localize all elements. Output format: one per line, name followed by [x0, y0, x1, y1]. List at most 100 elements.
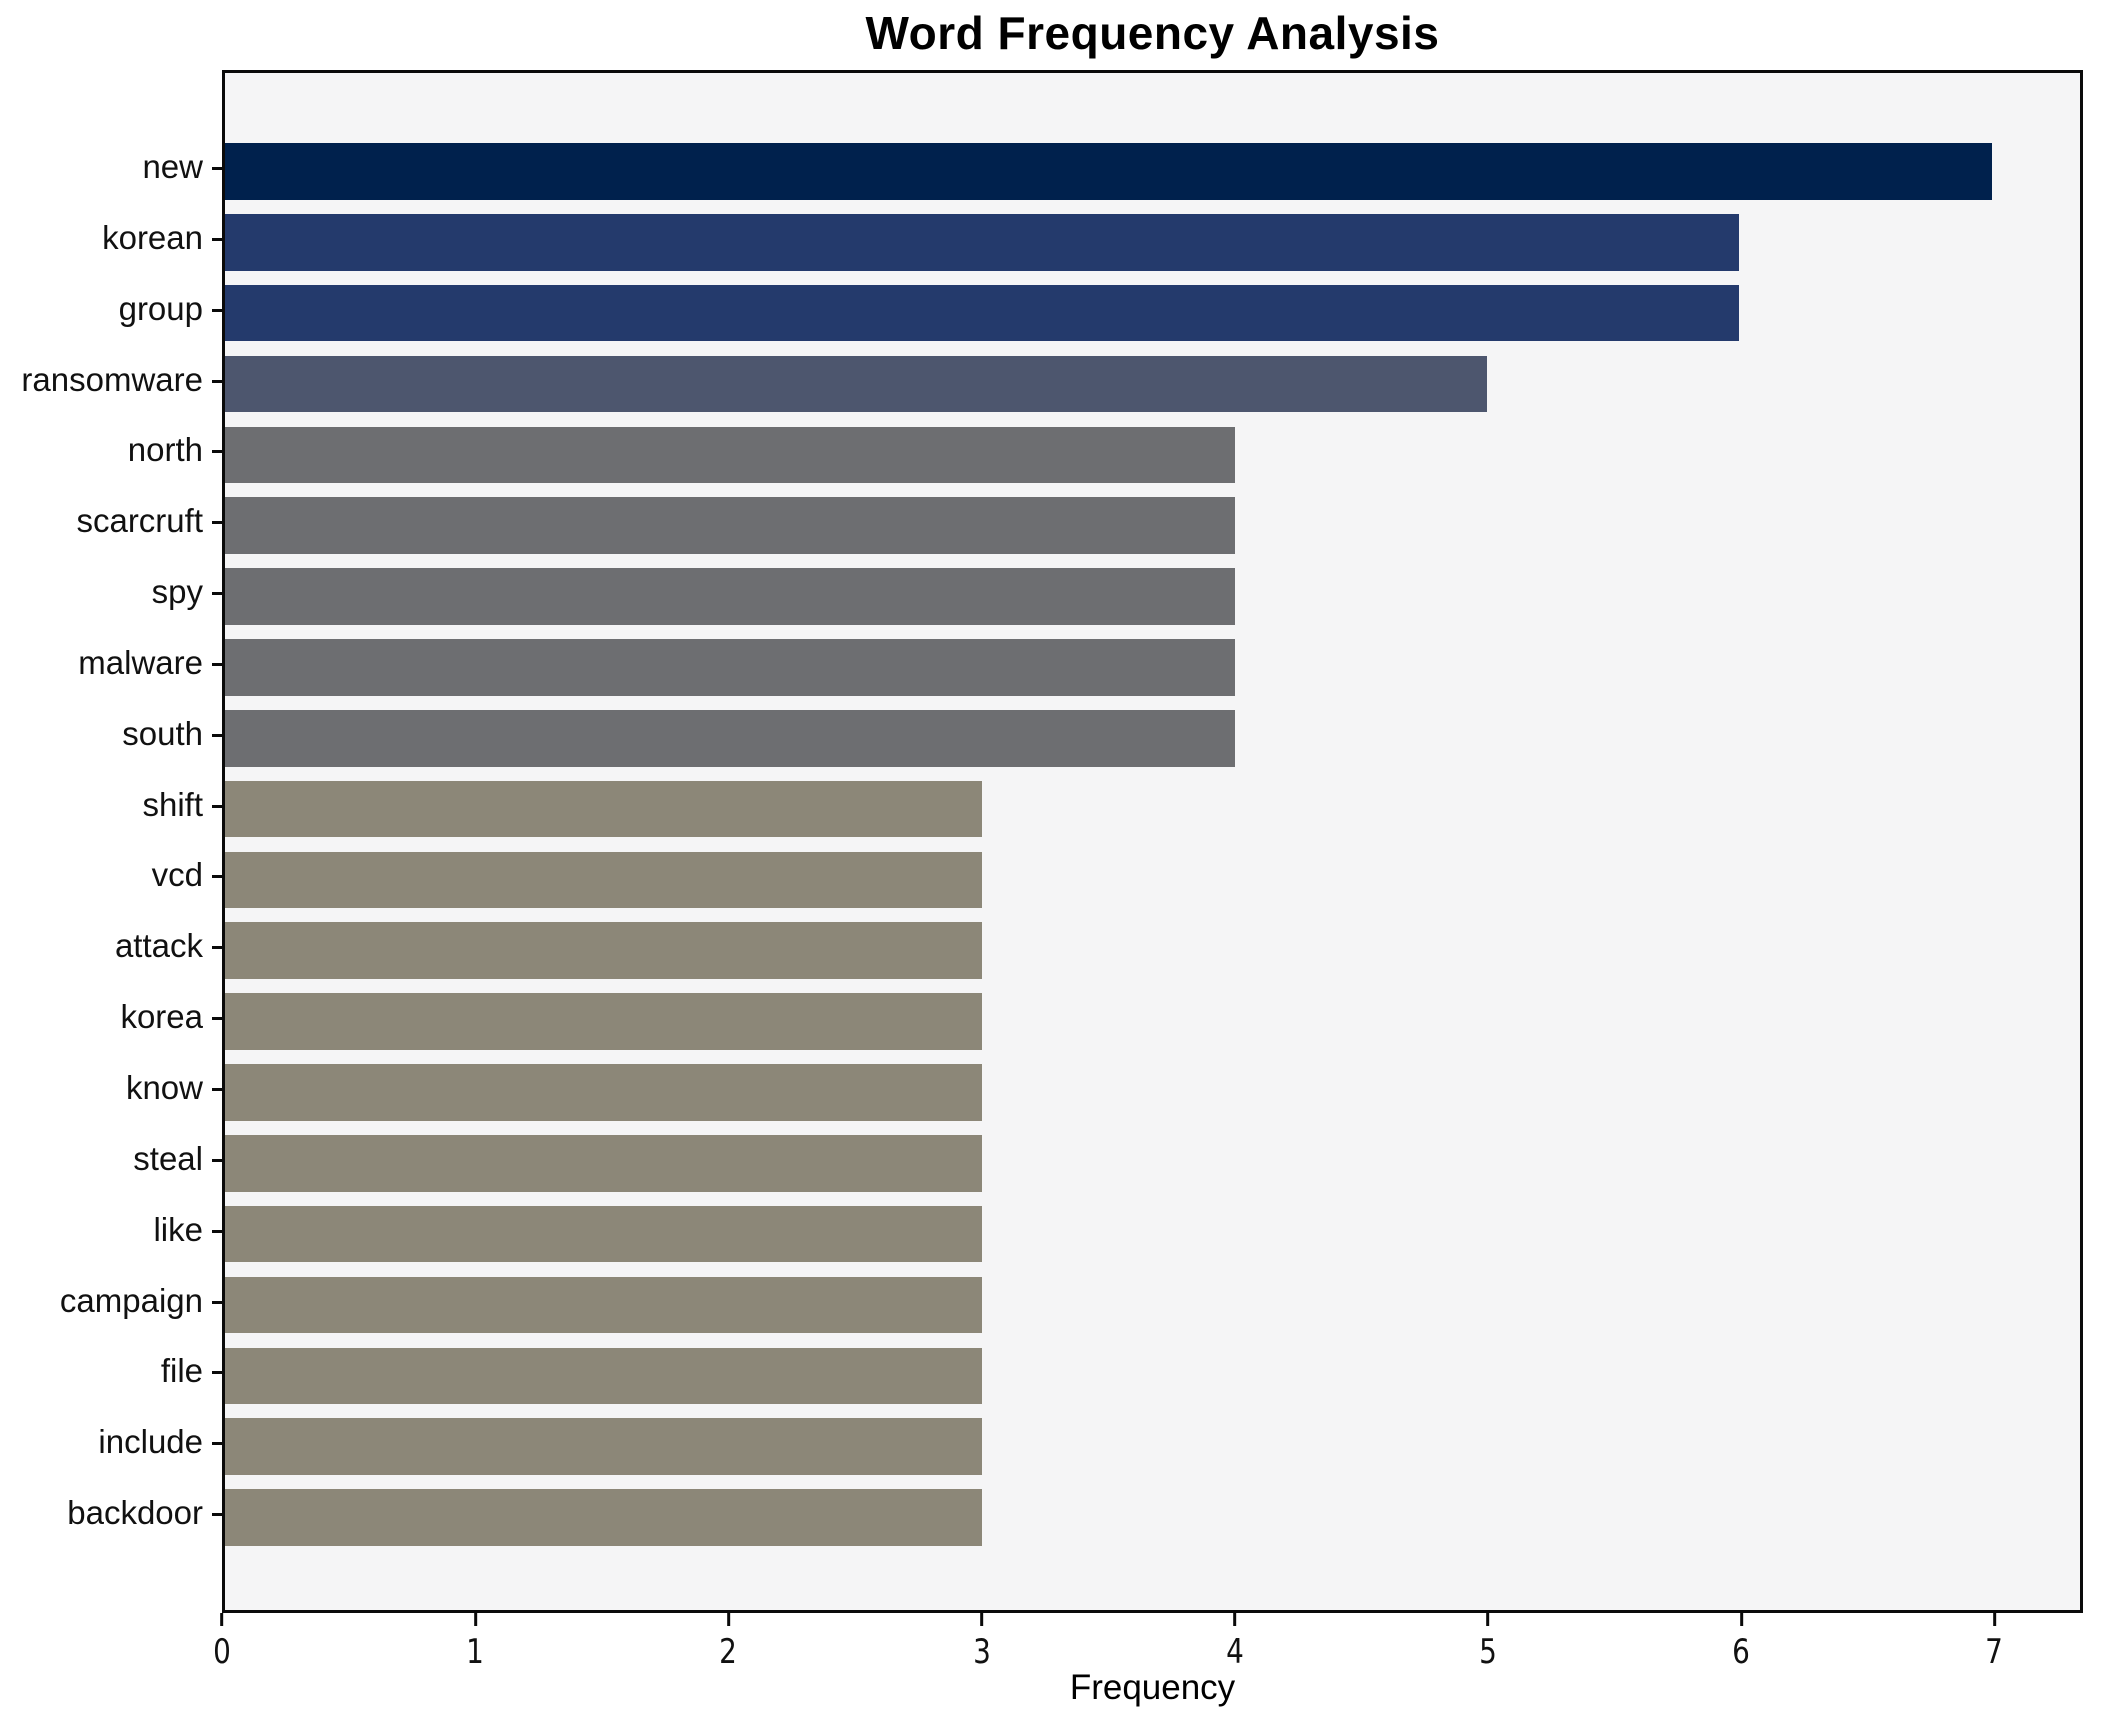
y-tick-row: group — [119, 288, 222, 332]
y-tick-row: like — [153, 1209, 222, 1253]
y-tick-mark — [212, 662, 222, 666]
y-tick-mark — [212, 1442, 222, 1446]
y-tick-label: backdoor — [67, 1494, 203, 1531]
y-tick-row: campaign — [60, 1280, 222, 1324]
y-tick-row: backdoor — [67, 1493, 222, 1537]
y-tick-mark — [212, 733, 222, 737]
bar-like — [225, 1205, 983, 1263]
x-tick-label: 0 — [213, 1632, 231, 1672]
y-tick-mark — [212, 237, 222, 241]
bar-steal — [225, 1135, 983, 1192]
x-tick-label: 4 — [1225, 1632, 1244, 1672]
y-tick-row: attack — [115, 926, 222, 970]
y-tick-mark — [212, 1017, 222, 1021]
y-tick-label: spy — [151, 573, 203, 610]
y-tick-row: north — [128, 430, 222, 474]
bar-backdoor — [225, 1489, 983, 1546]
y-tick-mark — [212, 379, 222, 383]
x-tick-mark — [1486, 1613, 1490, 1626]
y-tick-row: malware — [78, 642, 222, 686]
y-tick-mark — [212, 946, 222, 950]
y-tick-label: north — [127, 431, 203, 469]
y-tick-label: korea — [120, 998, 203, 1036]
bar-ransomware — [225, 355, 1487, 413]
y-tick-label: like — [153, 1210, 203, 1248]
bar-group — [225, 284, 1740, 342]
bar-new — [225, 143, 1992, 200]
y-tick-mark — [212, 1229, 222, 1233]
y-tick-mark — [212, 308, 222, 312]
y-tick-mark — [212, 592, 222, 595]
y-tick-mark — [212, 521, 222, 525]
plot-area — [222, 70, 2083, 1613]
x-axis-label: Frequency — [1069, 1668, 1236, 1707]
y-tick-row: korea — [120, 997, 222, 1041]
y-tick-label: ransomware — [21, 360, 203, 398]
x-tick-mark — [220, 1613, 224, 1626]
y-tick-mark — [212, 875, 222, 879]
y-tick-mark — [212, 1513, 222, 1516]
y-tick-row: steal — [133, 1138, 222, 1182]
y-tick-mark — [212, 1371, 222, 1375]
bar-south — [225, 709, 1235, 767]
y-tick-row: spy — [152, 572, 222, 616]
x-tick-4: 4 — [1224, 1613, 1246, 1669]
bar-malware — [225, 639, 1235, 696]
y-tick-label: file — [160, 1352, 203, 1390]
x-axis: 0 1 2 3 4 5 6 7 — [213, 1613, 2083, 1693]
y-tick-row: file — [161, 1351, 222, 1395]
bar-include — [225, 1418, 983, 1475]
bar-korean — [225, 214, 1740, 271]
x-tick-label: 2 — [719, 1632, 738, 1672]
bar-know — [225, 1064, 983, 1121]
y-axis: new korean group ransomware north scarcruft sp… — [0, 70, 222, 1613]
y-tick-mark — [212, 1088, 222, 1091]
bar-korea — [225, 993, 983, 1050]
x-tick-6: 6 — [1730, 1613, 1752, 1669]
y-tick-mark — [212, 167, 222, 170]
y-tick-row: new — [142, 147, 222, 191]
y-tick-label: vcd — [151, 856, 203, 894]
x-tick-7: 7 — [1984, 1613, 2006, 1669]
x-tick-label: 1 — [466, 1632, 485, 1672]
y-tick-label: steal — [133, 1139, 203, 1177]
y-tick-label: korean — [102, 218, 203, 256]
x-tick-label: 5 — [1479, 1632, 1497, 1672]
x-tick-2: 2 — [718, 1613, 740, 1669]
y-tick-label: campaign — [59, 1281, 203, 1319]
y-tick-label: attack — [114, 927, 203, 965]
bar-scarcruft — [225, 497, 1235, 555]
y-tick-label: south — [122, 714, 203, 752]
x-tick-label: 6 — [1732, 1632, 1751, 1672]
x-tick-mark — [980, 1613, 984, 1626]
bar-attack — [225, 922, 983, 980]
x-tick-label: 3 — [972, 1632, 991, 1672]
bar-file — [225, 1347, 983, 1405]
chart-title: Word Frequency Analysis — [865, 7, 1440, 59]
y-tick-label: malware — [78, 643, 203, 681]
y-tick-row: include — [98, 1422, 222, 1466]
y-tick-mark — [212, 804, 222, 808]
bar-north — [225, 426, 1235, 484]
y-tick-label: new — [142, 148, 203, 185]
y-tick-row: scarcruft — [76, 501, 222, 545]
y-tick-mark — [212, 450, 222, 454]
bar-spy — [225, 568, 1235, 625]
x-tick-mark — [726, 1613, 730, 1626]
bar-vcd — [225, 851, 983, 909]
bar-shift — [225, 780, 983, 838]
bar-campaign — [225, 1276, 983, 1334]
x-tick-mark — [1992, 1613, 1996, 1626]
y-tick-mark — [212, 1158, 222, 1162]
y-tick-label: group — [118, 289, 203, 327]
x-tick-mark — [1233, 1613, 1237, 1626]
x-tick-3: 3 — [971, 1613, 993, 1669]
y-tick-label: shift — [142, 785, 203, 823]
y-tick-label: include — [98, 1423, 203, 1461]
y-tick-row: vcd — [152, 855, 222, 899]
y-tick-row: korean — [102, 217, 222, 261]
y-tick-mark — [212, 1300, 222, 1304]
x-tick-0: 0 — [211, 1613, 233, 1669]
x-tick-1: 1 — [464, 1613, 486, 1669]
